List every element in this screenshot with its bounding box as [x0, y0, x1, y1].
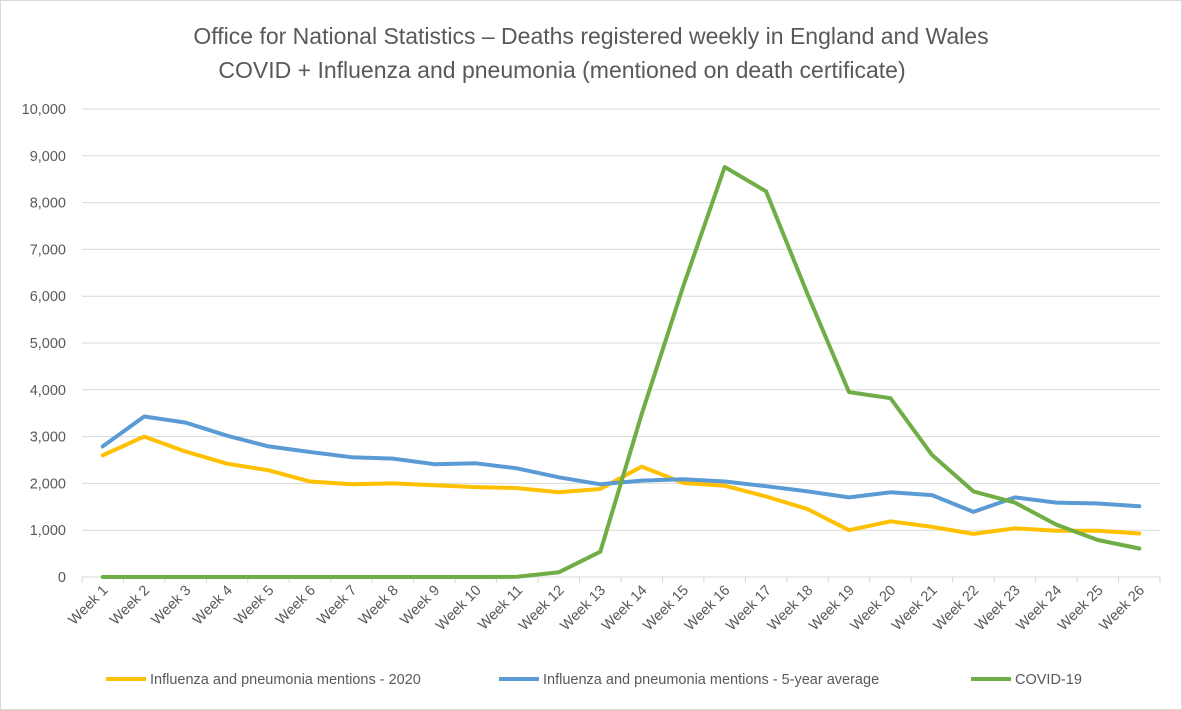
y-tick-label: 9,000 [30, 149, 66, 165]
y-tick-label: 3,000 [30, 430, 66, 446]
x-tick-label: Week 5 [232, 583, 278, 629]
x-tick-label: Week 10 [433, 583, 485, 635]
series-lines [100, 165, 1142, 579]
chart-subtitle: COVID + Influenza and pneumonia (mention… [218, 57, 905, 83]
x-tick-label: Week 1 [66, 583, 112, 629]
legend-label: Influenza and pneumonia mentions - 2020 [150, 672, 421, 688]
y-tick-label: 7,000 [30, 242, 66, 258]
y-tick-label: 5,000 [30, 336, 66, 352]
x-tick-label: Week 6 [273, 583, 319, 629]
legend-label: Influenza and pneumonia mentions - 5-yea… [543, 672, 879, 688]
y-tick-label: 2,000 [30, 476, 66, 492]
series-line-3 [100, 165, 1142, 579]
y-axis-ticks: 0 1,000 2,000 3,000 4,000 5,000 6,000 7,000 8,00… [22, 102, 66, 586]
y-tick-label: 4,000 [30, 383, 66, 399]
y-tick-label: 8,000 [30, 196, 66, 212]
y-tick-label: 0 [58, 570, 66, 586]
series-line-2 [100, 414, 1142, 514]
x-tick-label: Week 7 [314, 583, 360, 629]
legend: Influenza and pneumonia mentions - 2020 I… [106, 672, 1082, 688]
x-tick-label: Week 4 [190, 583, 236, 629]
x-tick-label: Week 8 [356, 583, 402, 629]
y-tick-label: 6,000 [30, 289, 66, 305]
legend-label: COVID-19 [1015, 672, 1082, 688]
y-tick-label: 1,000 [30, 523, 66, 539]
gridlines [82, 108, 1160, 578]
y-tick-label: 10,000 [22, 102, 66, 118]
chart-title: Office for National Statistics – Deaths … [193, 23, 988, 49]
x-tick-label: Week 3 [149, 583, 195, 629]
x-tick-label: Week 26 [1097, 583, 1149, 635]
x-tick-label: Week 2 [107, 583, 153, 629]
